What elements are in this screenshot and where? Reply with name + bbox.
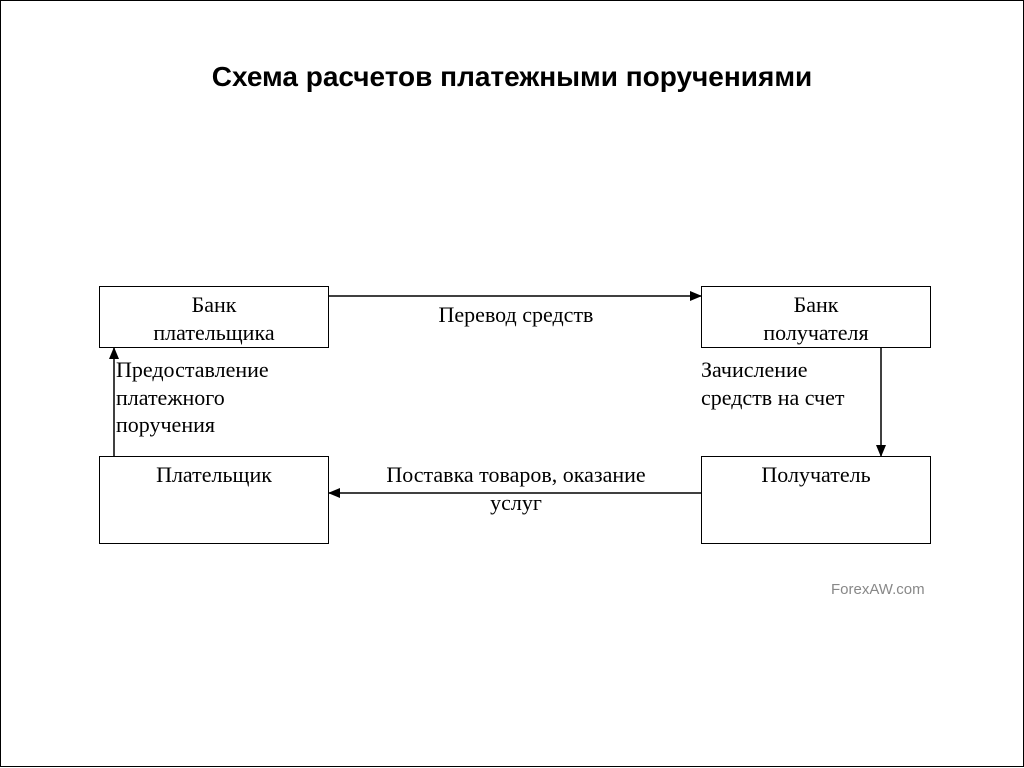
- node-label: Банкплательщика: [153, 291, 274, 346]
- edge-label-transfer: Перевод средств: [336, 301, 696, 329]
- watermark: ForexAW.com: [831, 581, 925, 598]
- edge-label-submit: Предоставлениеплатежногопоручения: [116, 356, 356, 439]
- node-label: Плательщик: [156, 461, 272, 489]
- diagram-canvas: Схема расчетов платежными поручениями Ба…: [0, 0, 1024, 767]
- node-bank-payee: Банкполучателя: [701, 286, 931, 348]
- diagram-title: Схема расчетов платежными поручениями: [1, 61, 1023, 93]
- edge-label-delivery: Поставка товаров, оказаниеуслуг: [336, 461, 696, 516]
- node-label: Банкполучателя: [763, 291, 868, 346]
- node-payer: Плательщик: [99, 456, 329, 544]
- node-payee: Получатель: [701, 456, 931, 544]
- node-label: Получатель: [761, 461, 870, 489]
- node-bank-payer: Банкплательщика: [99, 286, 329, 348]
- edge-label-credit: Зачислениесредств на счет: [701, 356, 941, 411]
